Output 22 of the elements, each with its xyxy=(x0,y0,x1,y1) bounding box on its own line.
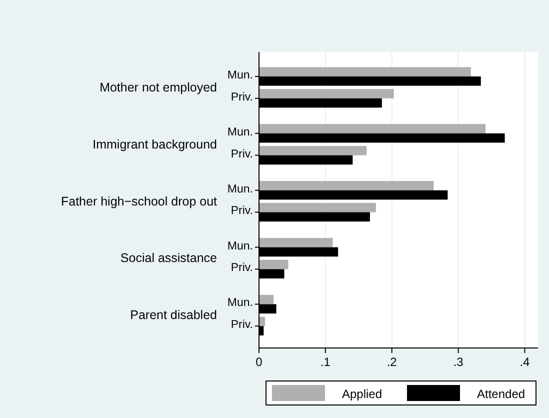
x-tick-label: .3 xyxy=(453,355,464,369)
text: Father high−school drop out xyxy=(60,194,218,208)
y-tick-label: Priv. xyxy=(230,319,253,332)
text: Social assistance xyxy=(120,251,218,266)
text: Mother not employed xyxy=(100,80,218,94)
y-tick-label: Mun. xyxy=(227,240,253,252)
x-tick-label: .1 xyxy=(320,355,331,369)
text: Immigrant background xyxy=(92,137,218,152)
legend-label: Applied xyxy=(342,387,382,401)
text: Parent disabled xyxy=(130,308,218,322)
x-tick-label: 0 xyxy=(256,355,263,369)
y-tick-label: Priv. xyxy=(230,91,253,104)
y-tick-label: Mun. xyxy=(227,297,253,310)
y-tick-label: Priv. xyxy=(230,262,253,274)
y-tick-label: Priv. xyxy=(230,148,253,160)
x-tick-label: .2 xyxy=(386,355,398,369)
y-tick-label: Priv. xyxy=(230,205,253,218)
y-tick-label: Mun. xyxy=(227,183,253,196)
x-tick-label: .4 xyxy=(520,355,530,369)
legend-label: Attended xyxy=(477,387,526,401)
y-tick-label: Mun. xyxy=(227,69,253,82)
y-tick-label: Mun. xyxy=(227,126,253,138)
